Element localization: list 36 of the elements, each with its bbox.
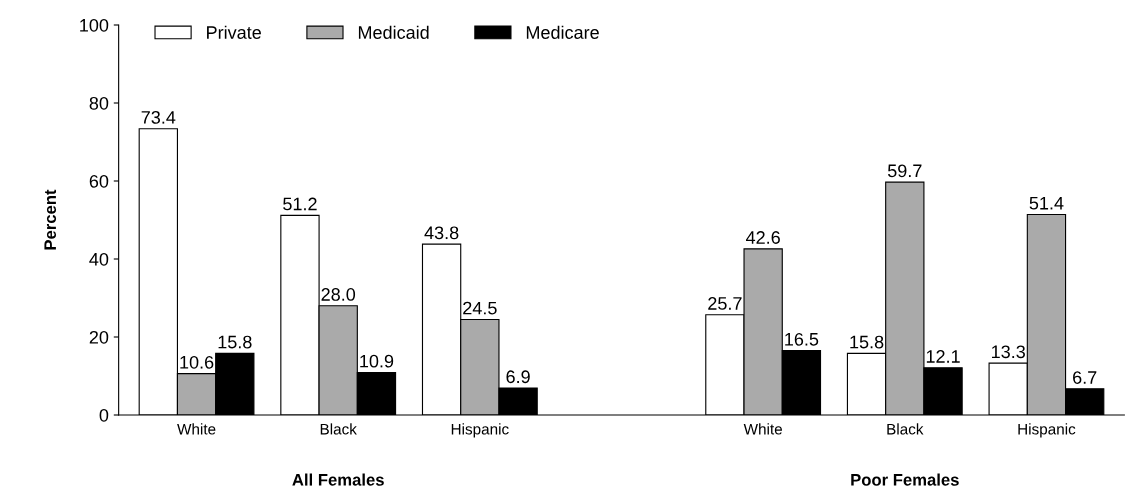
text: 25.7 [708, 297, 742, 310]
x-tick-label: Black [887, 423, 924, 435]
text: 43.8 [424, 226, 459, 240]
legend-label: Medicaid [358, 25, 429, 39]
x-tick-label: White [743, 423, 782, 435]
x-tick-label: White [177, 423, 216, 435]
text: 51.4 [1029, 196, 1064, 210]
text: 16.5 [785, 332, 819, 346]
x-tick-label: Black [320, 423, 357, 435]
text: 15.8 [218, 335, 252, 349]
text: Poor Females [851, 473, 959, 486]
text: 6.9 [506, 370, 530, 384]
text: 59.7 [887, 164, 922, 178]
y-axis-title: Percent [44, 189, 57, 250]
text: All Females [292, 473, 384, 486]
text: 42.6 [745, 231, 780, 244]
text: 73.4 [141, 111, 176, 124]
y-tick-label: 40 [89, 252, 109, 266]
y-tick-label: 100 [80, 18, 109, 32]
text: 51.2 [283, 197, 317, 211]
legend-label: Medicare [526, 25, 599, 39]
text: 6.7 [1073, 371, 1097, 384]
text: 12.1 [926, 350, 960, 363]
text: 15.8 [850, 335, 884, 349]
text: 10.9 [360, 354, 394, 368]
text: 10.6 [180, 355, 214, 369]
y-tick-label: 80 [89, 96, 109, 110]
x-tick-label: Hispanic [1018, 423, 1076, 438]
y-tick-label: 0 [99, 408, 109, 422]
x-tick-label: Hispanic [451, 423, 509, 438]
y-tick-label: 20 [89, 330, 109, 344]
legend-label: Private [207, 25, 261, 39]
text: 24.5 [463, 301, 497, 315]
text: 13.3 [992, 345, 1025, 359]
text: 28.0 [321, 288, 356, 301]
y-tick-label: 60 [89, 174, 109, 188]
